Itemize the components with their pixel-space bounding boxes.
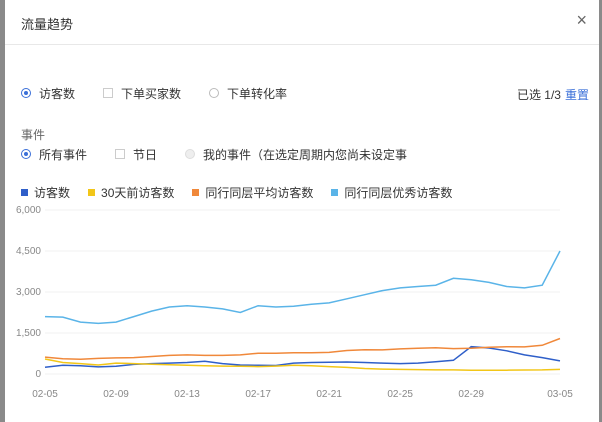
radio-checked-icon[interactable] xyxy=(21,88,31,98)
selection-info: 已选 1/3 重置 xyxy=(517,86,589,103)
legend-item-peer-excellent[interactable]: 同行同层优秀访客数 xyxy=(331,184,452,201)
y-tick-label: 0 xyxy=(35,369,41,380)
metric-conversion-label: 下单转化率 xyxy=(227,86,288,101)
radio-checked-icon[interactable] xyxy=(21,149,31,159)
metric-conversion-option[interactable]: 下单转化率 xyxy=(209,85,287,102)
checkbox-icon[interactable] xyxy=(115,149,126,159)
metric-buyers-label: 下单买家数 xyxy=(121,86,182,101)
legend-item-peer-average[interactable]: 同行同层平均访客数 xyxy=(192,184,313,201)
reset-button[interactable]: 重置 xyxy=(564,88,589,102)
legend-label: 同行同层优秀访客数 xyxy=(344,186,453,200)
event-holiday-option[interactable]: 节日 xyxy=(115,146,157,163)
x-tick-label: 03-05 xyxy=(547,389,573,400)
legend-swatch xyxy=(192,189,200,196)
x-tick-label: 02-09 xyxy=(103,389,129,400)
events-label: 事件 xyxy=(21,128,46,142)
y-tick-label: 1,500 xyxy=(16,328,41,339)
series-line-3 xyxy=(44,337,561,360)
selected-count: 已选 1/3 xyxy=(516,88,561,102)
event-mine-option[interactable]: 我的事件（在选定周期内您尚未设定事 xyxy=(185,146,407,163)
event-mine-label: 我的事件（在选定周期内您尚未设定事 xyxy=(203,147,408,162)
legend-label: 访客数 xyxy=(34,186,71,200)
y-tick-label: 6,000 xyxy=(16,205,41,216)
legend-item-visitors[interactable]: 访客数 xyxy=(21,184,70,201)
radio-disabled-icon xyxy=(185,149,196,159)
traffic-line-chart: 0 1,500 3,000 4,500 6,000 02-05 02-09 02-13 02-1… xyxy=(16,205,573,400)
metric-visitors-option[interactable]: 访客数 xyxy=(21,85,75,102)
metric-buyers-option[interactable]: 下单买家数 xyxy=(103,85,181,102)
chart-legend: 访客数 30天前访客数 同行同层平均访客数 同行同层优秀访客数 xyxy=(21,184,470,201)
metric-visitors-label: 访客数 xyxy=(39,86,76,101)
x-tick-label: 02-25 xyxy=(387,389,413,400)
x-tick-label: 02-21 xyxy=(316,389,342,400)
event-selector: 所有事件 节日 我的事件（在选定周期内您尚未设定事 xyxy=(21,145,407,163)
x-tick-label: 02-29 xyxy=(458,389,484,400)
legend-item-30days-ago[interactable]: 30天前访客数 xyxy=(88,184,174,201)
legend-label: 同行同层平均访客数 xyxy=(205,186,314,200)
radio-icon[interactable] xyxy=(209,88,220,98)
y-tick-label: 4,500 xyxy=(16,246,41,257)
legend-swatch xyxy=(331,189,339,196)
y-tick-label: 3,000 xyxy=(16,287,41,298)
dialog-header: 流量趋势 × xyxy=(5,0,599,45)
series-line-4 xyxy=(44,250,561,325)
legend-swatch xyxy=(88,189,96,196)
legend-label: 30天前访客数 xyxy=(101,186,175,200)
metric-selector: 访客数 下单买家数 下单转化率 xyxy=(21,84,315,102)
event-all-option[interactable]: 所有事件 xyxy=(21,146,87,163)
x-tick-label: 02-17 xyxy=(245,389,271,400)
checkbox-icon[interactable] xyxy=(103,88,114,98)
dialog-title: 流量趋势 xyxy=(21,17,74,32)
close-icon[interactable]: × xyxy=(576,10,587,30)
legend-swatch xyxy=(21,189,28,196)
x-tick-label: 02-13 xyxy=(174,389,200,400)
event-holiday-label: 节日 xyxy=(133,147,158,162)
x-tick-label: 02-05 xyxy=(32,389,58,400)
traffic-trend-dialog: 流量趋势 × 访客数 下单买家数 下单转化率 已选 1/3 重置 事件 所有事件… xyxy=(5,0,599,422)
series-line-2 xyxy=(44,358,561,371)
series-line-1 xyxy=(44,345,561,368)
event-all-label: 所有事件 xyxy=(39,147,88,162)
